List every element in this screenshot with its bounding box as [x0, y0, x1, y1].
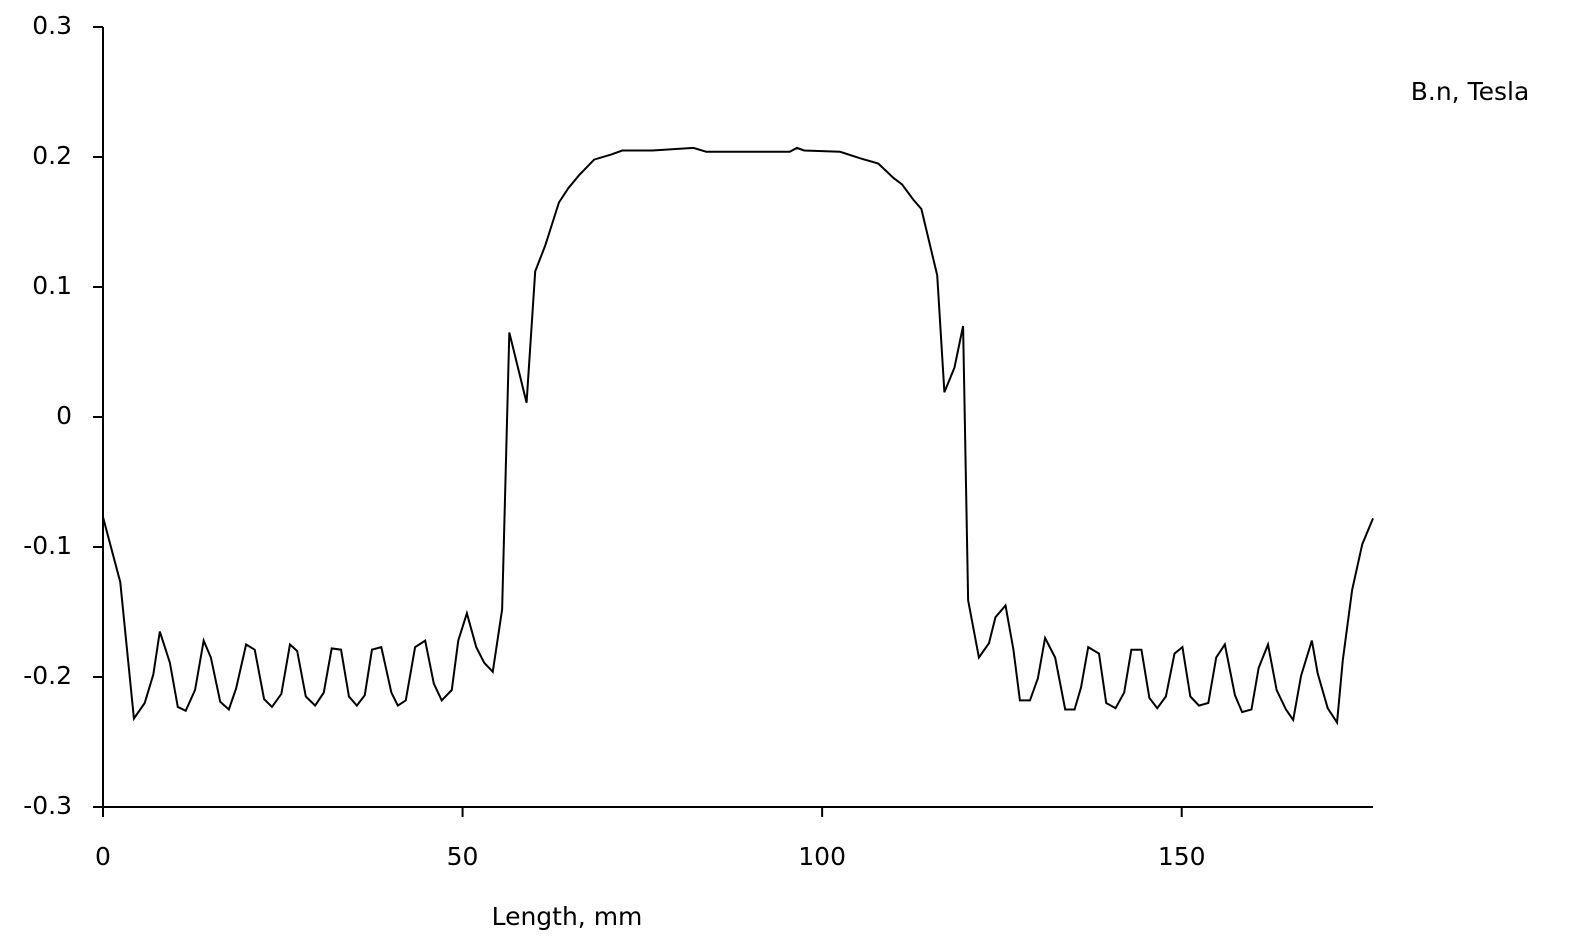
x-tick-label: 100	[798, 842, 846, 871]
y-axis-label: B.n, Tesla	[1411, 77, 1530, 106]
y-tick-label: -0.1	[23, 531, 72, 560]
y-tick-label: 0.1	[32, 271, 72, 300]
y-tick-label: 0.2	[32, 141, 72, 170]
x-tick-label: 0	[95, 842, 111, 871]
data-line	[102, 146, 1374, 726]
x-tick-label: 50	[447, 842, 479, 871]
y-tick-label: 0	[56, 401, 72, 430]
y-tick-label: -0.2	[23, 661, 72, 690]
y-tick-label: -0.3	[23, 791, 72, 820]
x-axis-label: Length, mm	[492, 902, 643, 931]
y-tick-label: 0.3	[32, 11, 72, 40]
x-tick-label: 150	[1158, 842, 1206, 871]
